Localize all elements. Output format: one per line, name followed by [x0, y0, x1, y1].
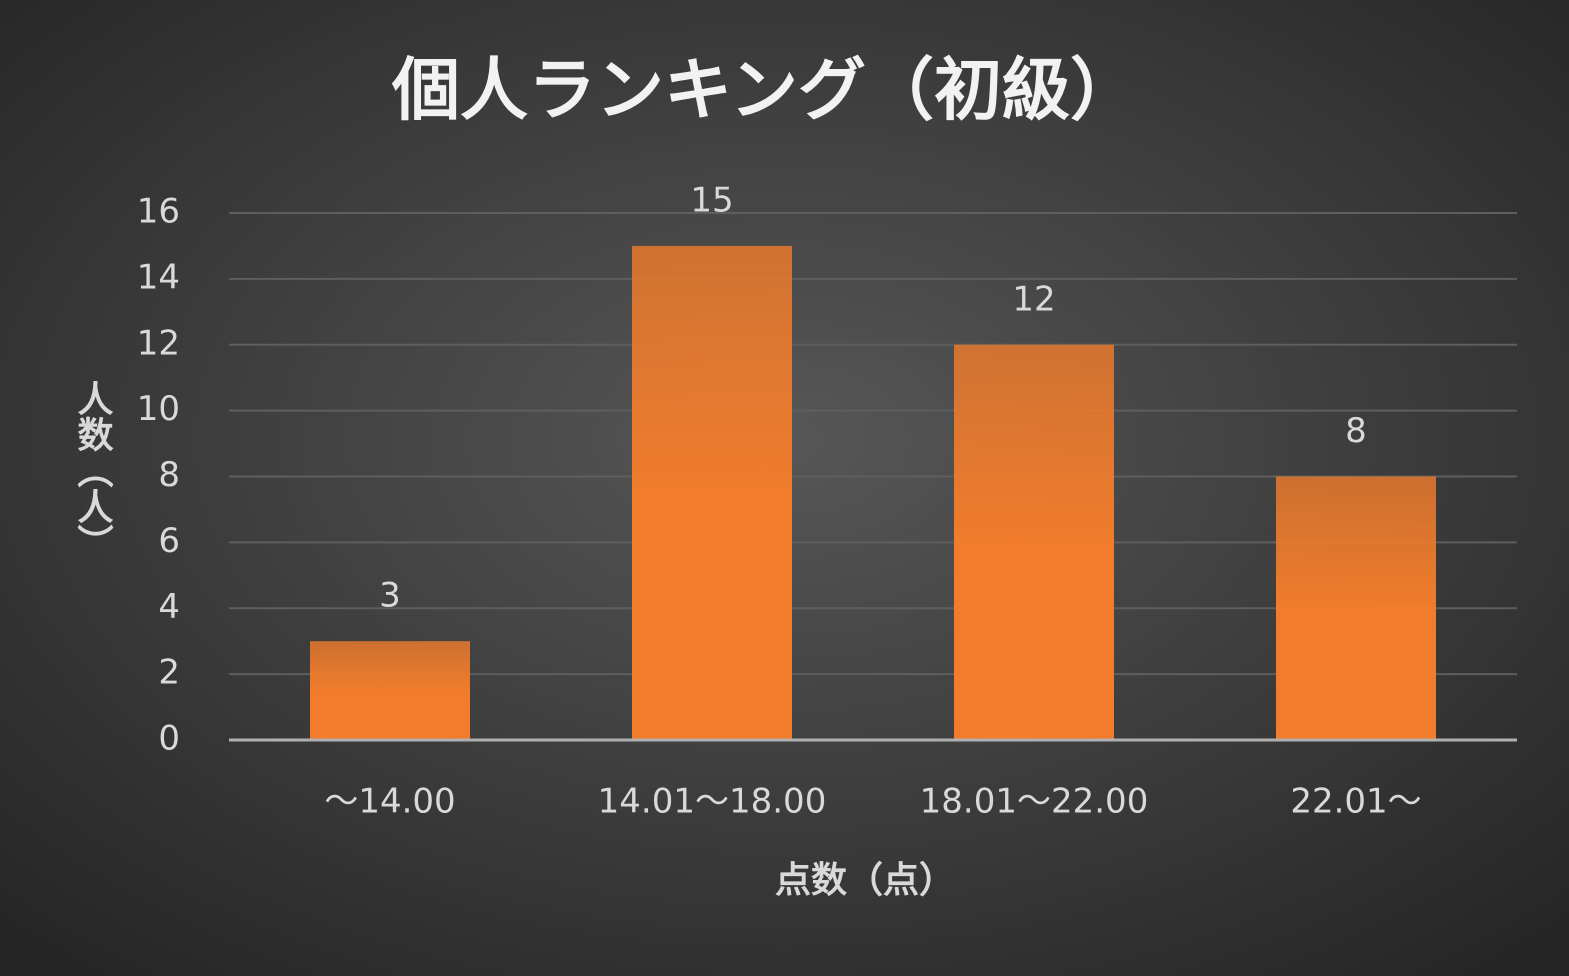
y-tick-label: 4: [158, 587, 180, 627]
bar: [954, 344, 1114, 740]
x-tick-label: ～14.00: [324, 782, 455, 822]
y-tick-label: 16: [137, 192, 180, 232]
y-tick-label: 6: [158, 521, 180, 561]
y-tick-label: 8: [158, 455, 180, 495]
y-tick-label: 2: [158, 653, 180, 693]
bar: [632, 245, 792, 740]
y-axis-label: 人数（人）: [72, 380, 114, 560]
x-tick-label: 22.01～: [1290, 782, 1421, 822]
x-axis-label: 点数（点）: [775, 860, 955, 901]
y-tick-label: 12: [137, 323, 180, 363]
y-tick-label: 10: [137, 389, 180, 429]
data-label: 3: [379, 576, 401, 616]
data-label: 12: [1012, 279, 1055, 319]
x-tick-label: 14.01～18.00: [598, 782, 827, 822]
x-tick-label: 18.01～22.00: [920, 782, 1149, 822]
y-tick-label: 14: [137, 257, 180, 297]
data-label: 15: [690, 180, 733, 220]
bar: [310, 641, 470, 740]
bar: [1276, 476, 1436, 740]
chart-title: 個人ランキング（初級）: [391, 52, 1138, 131]
y-tick-label: 0: [158, 719, 180, 759]
data-label: 8: [1345, 411, 1367, 451]
